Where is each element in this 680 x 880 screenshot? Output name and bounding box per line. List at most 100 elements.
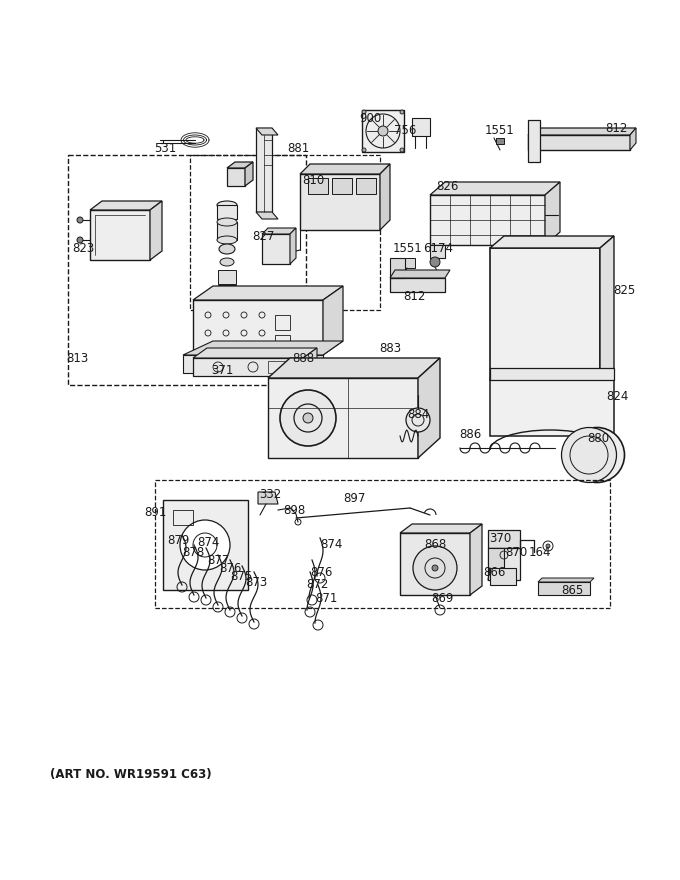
Text: 164: 164 [529,546,551,560]
Polygon shape [528,120,540,162]
Polygon shape [538,582,590,595]
Text: 1551: 1551 [485,123,515,136]
Bar [218,285,236,299]
Circle shape [77,237,83,243]
Polygon shape [183,355,323,373]
Polygon shape [268,378,418,458]
Polygon shape [258,492,278,504]
Text: 6174: 6174 [423,241,453,254]
Polygon shape [400,258,415,268]
Polygon shape [193,286,343,300]
Polygon shape [545,182,560,245]
Ellipse shape [294,359,316,377]
Text: 884: 884 [407,408,429,422]
Text: 877: 877 [207,554,229,567]
Polygon shape [528,128,636,135]
Polygon shape [400,524,482,533]
Polygon shape [245,162,253,186]
Polygon shape [256,212,278,219]
Polygon shape [630,128,636,150]
Polygon shape [538,578,594,582]
Polygon shape [490,380,614,436]
Polygon shape [490,368,614,380]
Text: 371: 371 [211,363,233,377]
Text: 756: 756 [394,123,416,136]
Bar [217,205,237,219]
Ellipse shape [219,244,235,254]
Circle shape [413,546,457,590]
Circle shape [280,390,336,446]
Text: 823: 823 [72,241,94,254]
Ellipse shape [217,201,237,209]
Polygon shape [488,548,520,580]
Text: 898: 898 [283,503,305,517]
Text: 900: 900 [359,112,381,124]
Polygon shape [490,248,600,380]
Ellipse shape [217,236,237,244]
Text: 883: 883 [379,341,401,355]
Text: 826: 826 [436,180,458,194]
Bar [275,315,290,330]
Text: 888: 888 [292,351,314,364]
Text: 827: 827 [252,230,274,243]
Text: 870: 870 [505,546,527,560]
Circle shape [362,110,366,114]
Text: 878: 878 [182,546,204,560]
Bar [268,361,288,373]
Polygon shape [600,236,614,380]
Text: 891: 891 [143,505,166,518]
Polygon shape [470,524,482,595]
Polygon shape [256,128,272,212]
Polygon shape [268,358,440,378]
Polygon shape [430,195,545,245]
Polygon shape [90,210,150,260]
Text: 370: 370 [489,532,511,546]
Bar [362,110,404,152]
Text: 812: 812 [605,121,627,135]
Polygon shape [323,286,343,355]
Polygon shape [528,135,630,150]
Text: 873: 873 [245,576,267,589]
Text: 872: 872 [306,577,328,590]
Text: 875: 875 [230,569,252,583]
Polygon shape [262,228,296,234]
Text: 531: 531 [154,142,176,155]
Text: 824: 824 [606,390,628,402]
Polygon shape [430,245,445,258]
Polygon shape [496,138,504,144]
Ellipse shape [562,428,617,482]
Polygon shape [227,168,245,186]
Polygon shape [490,568,516,585]
Text: 866: 866 [483,566,505,578]
Text: 810: 810 [302,173,324,187]
Ellipse shape [220,258,234,266]
Text: 869: 869 [431,591,453,605]
Text: 871: 871 [315,591,337,605]
Text: 897: 897 [343,492,365,504]
Polygon shape [90,201,162,210]
Polygon shape [380,164,390,230]
Bar [218,270,236,284]
Text: 825: 825 [613,283,635,297]
Circle shape [362,148,366,152]
Circle shape [303,413,313,423]
Ellipse shape [217,218,237,226]
Bar [190,155,380,310]
Polygon shape [490,236,614,248]
Bar [68,155,306,385]
Polygon shape [390,258,405,278]
Ellipse shape [590,448,604,462]
Polygon shape [227,162,253,168]
Text: 332: 332 [259,488,281,502]
Text: 880: 880 [587,431,609,444]
Circle shape [546,544,550,548]
Circle shape [77,217,83,223]
Text: 865: 865 [561,583,583,597]
Circle shape [400,110,404,114]
Bar [217,222,237,240]
Text: (ART NO. WR19591 C63): (ART NO. WR19591 C63) [50,768,211,781]
Polygon shape [390,270,450,278]
Text: 812: 812 [403,290,425,303]
Circle shape [180,520,230,570]
Text: 874: 874 [197,537,219,549]
